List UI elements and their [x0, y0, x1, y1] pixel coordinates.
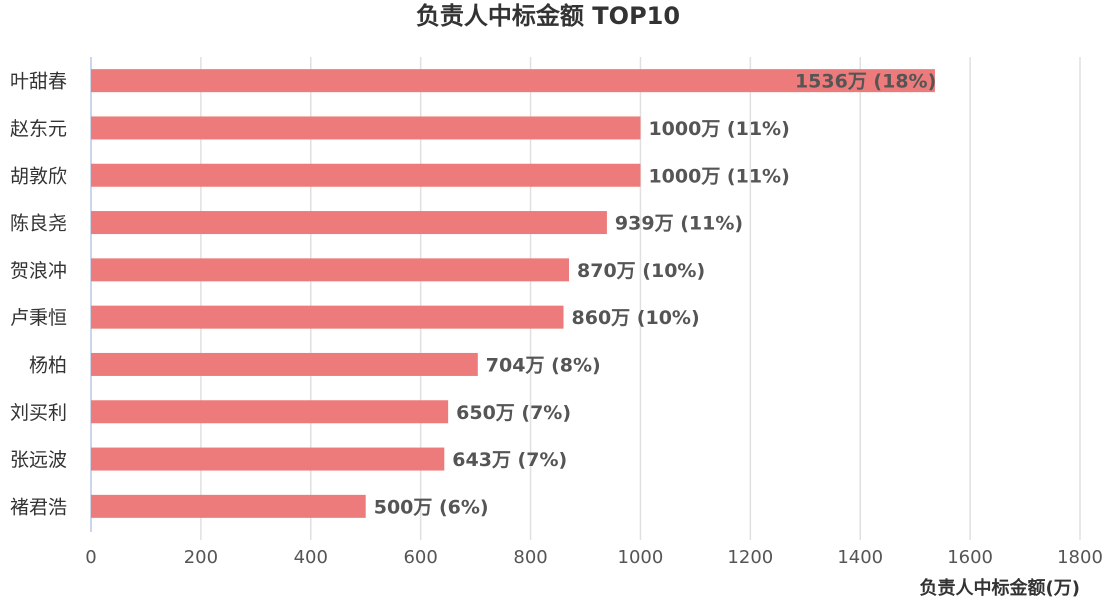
bar: [91, 69, 935, 93]
bars: [91, 69, 935, 518]
category-label: 陈良尧: [10, 213, 67, 235]
bar: [91, 163, 641, 187]
category-label: 贺浪冲: [10, 260, 67, 282]
x-tick-label: 600: [403, 547, 437, 568]
bar: [91, 116, 641, 140]
category-label: 刘买利: [10, 402, 67, 424]
data-label: 1000万 (11%): [648, 118, 789, 140]
data-labels: 1536万 (18%) 1000万 (11%) 1000万 (11%) 939万 (1…: [374, 71, 937, 519]
bar: [91, 400, 449, 424]
data-label: 1536万 (18%): [795, 71, 936, 93]
x-tick-label: 1000: [618, 547, 664, 568]
data-label: 870万 (10%): [577, 260, 705, 282]
bar: [91, 258, 570, 282]
bar: [91, 211, 607, 235]
category-label: 卢秉恒: [10, 307, 67, 329]
bar: [91, 494, 366, 518]
category-label: 胡敦欣: [10, 165, 67, 187]
x-tick-label: 1800: [1057, 547, 1103, 568]
x-tick-label: 1200: [727, 547, 773, 568]
x-axis-ticks: 0 200 400 600 800 1000 1200 1400 1600 1800: [85, 547, 1103, 568]
category-label: 叶甜春: [10, 71, 67, 93]
bar: [91, 352, 478, 376]
data-label: 500万 (6%): [374, 496, 489, 518]
x-tick-label: 400: [294, 547, 328, 568]
category-label: 杨柏: [29, 354, 67, 376]
category-label: 张远波: [10, 449, 67, 471]
data-label: 704万 (8%): [486, 354, 601, 376]
bar: [91, 305, 564, 329]
x-axis-title: 负责人中标金额(万): [920, 577, 1080, 599]
x-tick-label: 1600: [947, 547, 993, 568]
bar: [91, 447, 445, 471]
x-tick-label: 0: [85, 547, 96, 568]
chart-title: 负责人中标金额 TOP10: [416, 2, 680, 30]
x-tick-label: 1400: [837, 547, 883, 568]
data-label: 860万 (10%): [572, 307, 700, 329]
data-label: 650万 (7%): [456, 402, 571, 424]
category-label: 褚君浩: [10, 496, 67, 518]
category-label: 赵东元: [10, 118, 67, 140]
x-tick-label: 800: [513, 547, 547, 568]
data-label: 1000万 (11%): [648, 165, 789, 187]
x-tick-label: 200: [184, 547, 218, 568]
data-label: 643万 (7%): [452, 449, 567, 471]
data-label: 939万 (11%): [615, 213, 743, 235]
